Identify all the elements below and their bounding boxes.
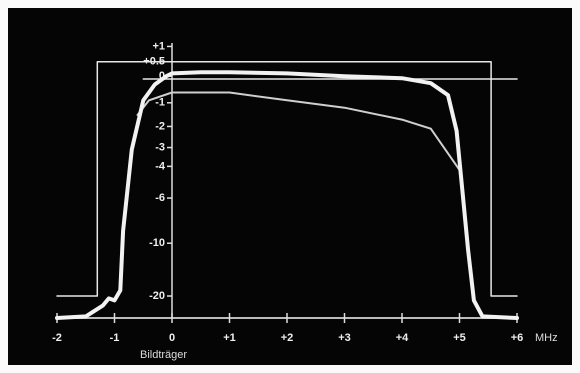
y-tick-label: -4 xyxy=(155,160,166,172)
x-tick-label: +1 xyxy=(223,332,236,344)
y-tick-label: -2 xyxy=(155,120,165,132)
x-tick-label: +6 xyxy=(511,332,524,344)
y-tick-label: -20 xyxy=(149,290,165,302)
x-tick-label: -1 xyxy=(110,332,120,344)
annotation: Bildträger xyxy=(140,349,187,361)
y-tick-label: -10 xyxy=(149,237,165,249)
y-tick-label: -3 xyxy=(155,141,165,153)
x-tick-label: +4 xyxy=(396,332,409,344)
y-tick-label: +1 xyxy=(152,40,165,52)
chart: MHz Bildträger -2-10+1+2+3+4+5+6+1+0.50-… xyxy=(0,0,580,373)
x-tick-label: -2 xyxy=(52,332,62,344)
x-tick-label: +2 xyxy=(281,332,294,344)
y-tick-label: -6 xyxy=(155,192,165,204)
x-axis-label: MHz xyxy=(535,332,558,344)
x-tick-label: +3 xyxy=(338,332,351,344)
x-tick-label: 0 xyxy=(169,332,175,344)
x-tick-label: +5 xyxy=(453,332,466,344)
